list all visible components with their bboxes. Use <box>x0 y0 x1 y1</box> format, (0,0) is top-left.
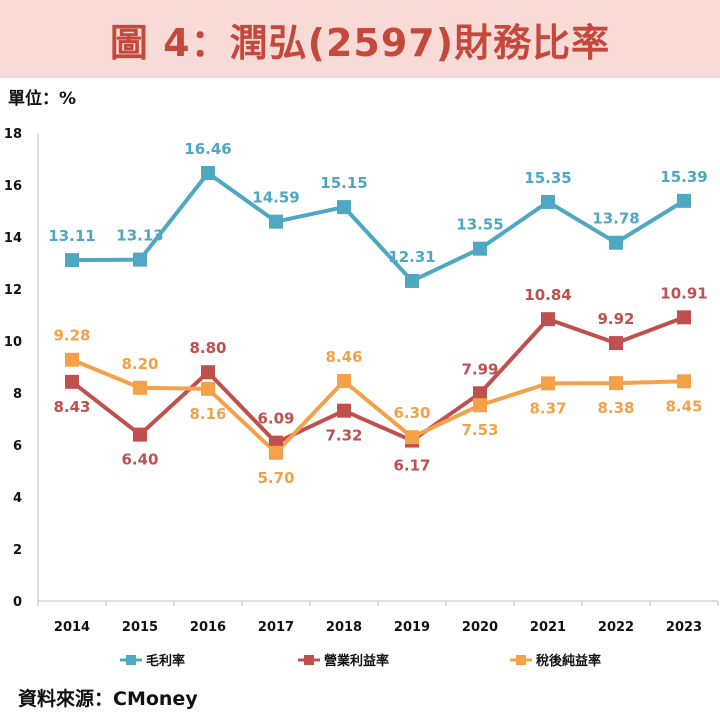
data-label: 8.80 <box>189 339 226 357</box>
y-tick-label: 4 <box>13 491 22 506</box>
y-tick-label: 8 <box>13 387 22 402</box>
x-tick-label: 2017 <box>258 620 294 635</box>
legend-swatch-marker <box>516 655 526 665</box>
data-label: 8.20 <box>121 355 158 373</box>
data-label: 10.91 <box>660 284 707 302</box>
data-label: 8.16 <box>189 405 226 423</box>
line-chart: 0 2 4 6 8 10 12 14 16 18 2014 2015 2016 2017 2018 2019 2… <box>4 127 719 669</box>
data-point-marker <box>677 374 691 389</box>
title-bar: 圖 4：潤弘(2597)財務比率 <box>0 0 720 78</box>
series-line-1 <box>71 171 686 283</box>
y-tick-label: 0 <box>13 595 22 610</box>
data-label: 7.53 <box>461 421 498 439</box>
data-point-marker <box>337 403 351 418</box>
data-label: 8.46 <box>325 348 362 366</box>
data-label: 13.78 <box>592 210 639 228</box>
x-tick-label: 2014 <box>54 620 90 635</box>
data-label: 6.09 <box>257 410 294 428</box>
data-point-marker <box>269 445 283 460</box>
data-label: 8.43 <box>53 398 90 416</box>
data-label: 10.84 <box>524 286 571 304</box>
data-point-marker <box>337 200 351 215</box>
data-point-marker <box>201 365 215 380</box>
data-point-marker <box>65 352 79 367</box>
x-tick-label: 2018 <box>326 620 362 635</box>
y-tick-label: 16 <box>4 179 22 194</box>
data-label: 15.35 <box>524 169 571 187</box>
data-label: 13.55 <box>456 216 503 234</box>
data-point-marker <box>473 386 487 401</box>
x-tick-label: 2023 <box>666 620 702 635</box>
x-tick-label: 2022 <box>598 620 634 635</box>
data-point-marker <box>337 374 351 389</box>
x-tick-label: 2016 <box>190 620 226 635</box>
legend-label: 稅後純益率 <box>536 653 601 669</box>
data-point-marker <box>65 374 79 389</box>
data-label: 15.39 <box>660 168 707 186</box>
legend-swatch-marker <box>304 655 314 665</box>
data-point-marker <box>473 241 487 256</box>
data-label: 16.46 <box>184 140 231 158</box>
legend-label: 營業利益率 <box>324 653 389 669</box>
data-label: 14.59 <box>252 189 299 207</box>
series-line-3 <box>71 357 685 455</box>
data-point-marker <box>405 430 419 445</box>
chart-title: 圖 4：潤弘(2597)財務比率 <box>109 20 611 65</box>
y-tick-label: 12 <box>4 283 22 298</box>
data-point-marker <box>133 380 147 395</box>
data-point-marker <box>133 427 147 442</box>
data-label: 13.13 <box>116 227 163 245</box>
data-point-marker <box>609 235 623 250</box>
data-point-marker <box>541 194 555 209</box>
y-tick-label: 2 <box>13 543 22 558</box>
source-label: 資料來源：CMoney <box>18 688 198 710</box>
data-point-marker <box>201 381 215 396</box>
data-label: 8.45 <box>665 397 702 415</box>
x-tick-label: 2019 <box>394 620 430 635</box>
unit-label: 單位：% <box>8 89 77 109</box>
data-point-marker <box>609 336 623 351</box>
data-label: 6.40 <box>121 451 158 469</box>
data-label: 5.70 <box>257 469 294 487</box>
data-label: 6.30 <box>393 404 430 422</box>
data-point-marker <box>269 214 283 229</box>
data-point-marker <box>133 252 147 267</box>
y-tick-label: 14 <box>4 231 22 246</box>
data-point-marker <box>609 376 623 391</box>
data-label: 7.32 <box>325 427 362 445</box>
data-point-marker <box>65 253 79 268</box>
data-label: 9.28 <box>53 327 90 345</box>
data-point-marker <box>473 398 487 413</box>
x-tick-label: 2015 <box>122 620 158 635</box>
data-label: 8.38 <box>597 399 634 417</box>
y-tick-label: 10 <box>4 335 22 350</box>
data-label: 7.99 <box>461 360 498 378</box>
data-label: 12.31 <box>388 248 435 266</box>
y-tick-label: 6 <box>13 439 22 454</box>
y-tick-label: 18 <box>4 127 22 142</box>
data-label: 9.92 <box>597 310 634 328</box>
legend-label: 毛利率 <box>146 653 185 669</box>
data-point-marker <box>677 193 691 208</box>
legend-swatch-marker <box>126 655 136 665</box>
series-line-2 <box>70 315 685 445</box>
data-label: 6.17 <box>393 457 430 475</box>
data-point-marker <box>541 376 555 391</box>
data-point-marker <box>201 166 215 181</box>
data-point-marker <box>405 273 419 288</box>
x-tick-label: 2021 <box>530 620 566 635</box>
data-point-marker <box>677 310 691 325</box>
data-label: 8.37 <box>529 399 566 417</box>
data-point-marker <box>541 312 555 327</box>
data-label: 13.11 <box>48 227 95 245</box>
data-label: 15.15 <box>320 174 367 192</box>
x-tick-label: 2020 <box>462 620 498 635</box>
